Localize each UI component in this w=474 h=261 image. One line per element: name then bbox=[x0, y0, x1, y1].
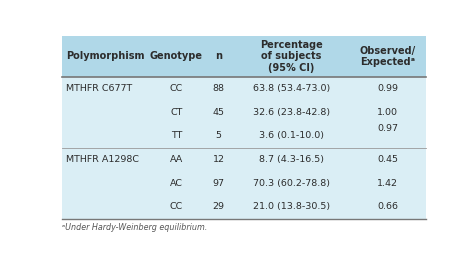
Text: TT: TT bbox=[171, 131, 182, 140]
Text: 45: 45 bbox=[213, 108, 225, 117]
Text: 5: 5 bbox=[216, 131, 222, 140]
Text: 70.3 (60.2-78.8): 70.3 (60.2-78.8) bbox=[253, 179, 330, 188]
Text: 88: 88 bbox=[213, 84, 225, 93]
Bar bbox=[62, 171, 426, 195]
Text: CC: CC bbox=[170, 203, 183, 211]
Text: CT: CT bbox=[170, 108, 182, 117]
Text: Observed/
Expectedᵃ: Observed/ Expectedᵃ bbox=[359, 46, 416, 67]
Text: 12: 12 bbox=[213, 155, 225, 164]
Bar bbox=[62, 36, 426, 76]
Text: CC: CC bbox=[170, 84, 183, 93]
Bar bbox=[62, 195, 426, 219]
Bar bbox=[62, 124, 426, 148]
Text: 0.99: 0.99 bbox=[377, 84, 398, 93]
Text: 1.42: 1.42 bbox=[377, 179, 398, 188]
Text: n: n bbox=[215, 51, 222, 61]
Text: 0.97: 0.97 bbox=[377, 124, 398, 133]
Text: 0.45: 0.45 bbox=[377, 155, 398, 164]
Text: ᵃUnder Hardy-Weinberg equilibrium.: ᵃUnder Hardy-Weinberg equilibrium. bbox=[62, 223, 208, 232]
Text: 1.00: 1.00 bbox=[377, 108, 398, 117]
Text: Polymorphism: Polymorphism bbox=[66, 51, 145, 61]
Bar bbox=[62, 100, 426, 124]
Text: 8.7 (4.3-16.5): 8.7 (4.3-16.5) bbox=[259, 155, 324, 164]
Bar bbox=[62, 148, 426, 171]
Text: MTHFR C677T: MTHFR C677T bbox=[66, 84, 132, 93]
Text: AC: AC bbox=[170, 179, 183, 188]
Text: 63.8 (53.4-73.0): 63.8 (53.4-73.0) bbox=[253, 84, 330, 93]
Text: MTHFR A1298C: MTHFR A1298C bbox=[66, 155, 139, 164]
Text: 29: 29 bbox=[213, 203, 225, 211]
Text: 21.0 (13.8-30.5): 21.0 (13.8-30.5) bbox=[253, 203, 330, 211]
Text: AA: AA bbox=[170, 155, 183, 164]
Text: Genotype: Genotype bbox=[150, 51, 203, 61]
Text: 0.66: 0.66 bbox=[377, 203, 398, 211]
Text: Percentage
of subjects
(95% CI): Percentage of subjects (95% CI) bbox=[260, 40, 323, 73]
Text: 3.6 (0.1-10.0): 3.6 (0.1-10.0) bbox=[259, 131, 324, 140]
Text: 97: 97 bbox=[213, 179, 225, 188]
Text: 32.6 (23.8-42.8): 32.6 (23.8-42.8) bbox=[253, 108, 330, 117]
Bar bbox=[62, 76, 426, 100]
